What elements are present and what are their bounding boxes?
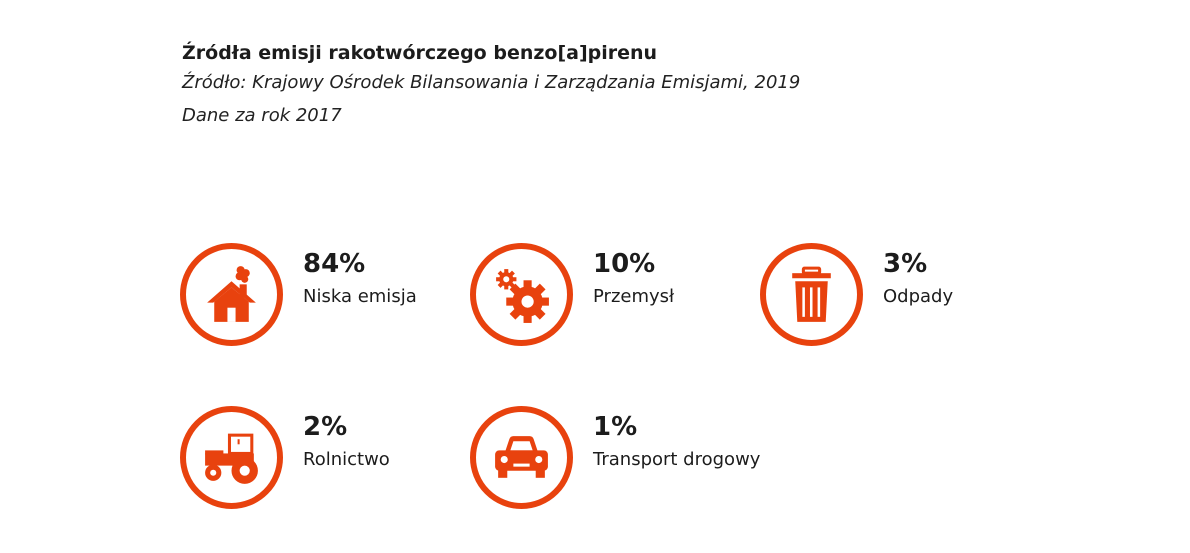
chart-source: Źródło: Krajowy Ośrodek Bilansowania i Z… bbox=[182, 72, 801, 93]
stat-label: Przemysł bbox=[593, 286, 675, 307]
stat-label: Niska emisja bbox=[303, 286, 417, 307]
trash-bin-icon bbox=[792, 266, 831, 322]
stat-item-rolnictwo: 2% Rolnictwo bbox=[180, 406, 470, 516]
stat-item-transport-drogowy: 1% Transport drogowy bbox=[470, 406, 760, 516]
stat-item-niska-emisja: 84% Niska emisja bbox=[180, 243, 470, 353]
icon-circle bbox=[470, 406, 573, 509]
chart-note: Dane za rok 2017 bbox=[182, 105, 342, 126]
stat-label: Rolnictwo bbox=[303, 449, 390, 470]
icon-circle bbox=[470, 243, 573, 346]
stat-value: 2% bbox=[303, 412, 348, 442]
icon-circle bbox=[180, 406, 283, 509]
stat-value: 3% bbox=[883, 249, 928, 279]
icon-circle bbox=[180, 243, 283, 346]
stat-value: 10% bbox=[593, 249, 656, 279]
stat-item-przemysl: 10% Przemysł bbox=[470, 243, 760, 353]
chart-title: Źródła emisji rakotwórczego benzo[a]pire… bbox=[182, 42, 658, 64]
gears-icon bbox=[496, 269, 549, 323]
chart-header: Źródła emisji rakotwórczego benzo[a]pire… bbox=[182, 40, 800, 132]
stat-value: 84% bbox=[303, 249, 366, 279]
stat-value: 1% bbox=[593, 412, 638, 442]
tractor-icon bbox=[205, 433, 258, 484]
icon-circle bbox=[760, 243, 863, 346]
stat-label: Odpady bbox=[883, 286, 954, 307]
car-icon bbox=[495, 436, 548, 478]
stat-item-odpady: 3% Odpady bbox=[760, 243, 1050, 353]
house-smoke-icon bbox=[207, 266, 256, 322]
stat-label: Transport drogowy bbox=[593, 449, 761, 470]
